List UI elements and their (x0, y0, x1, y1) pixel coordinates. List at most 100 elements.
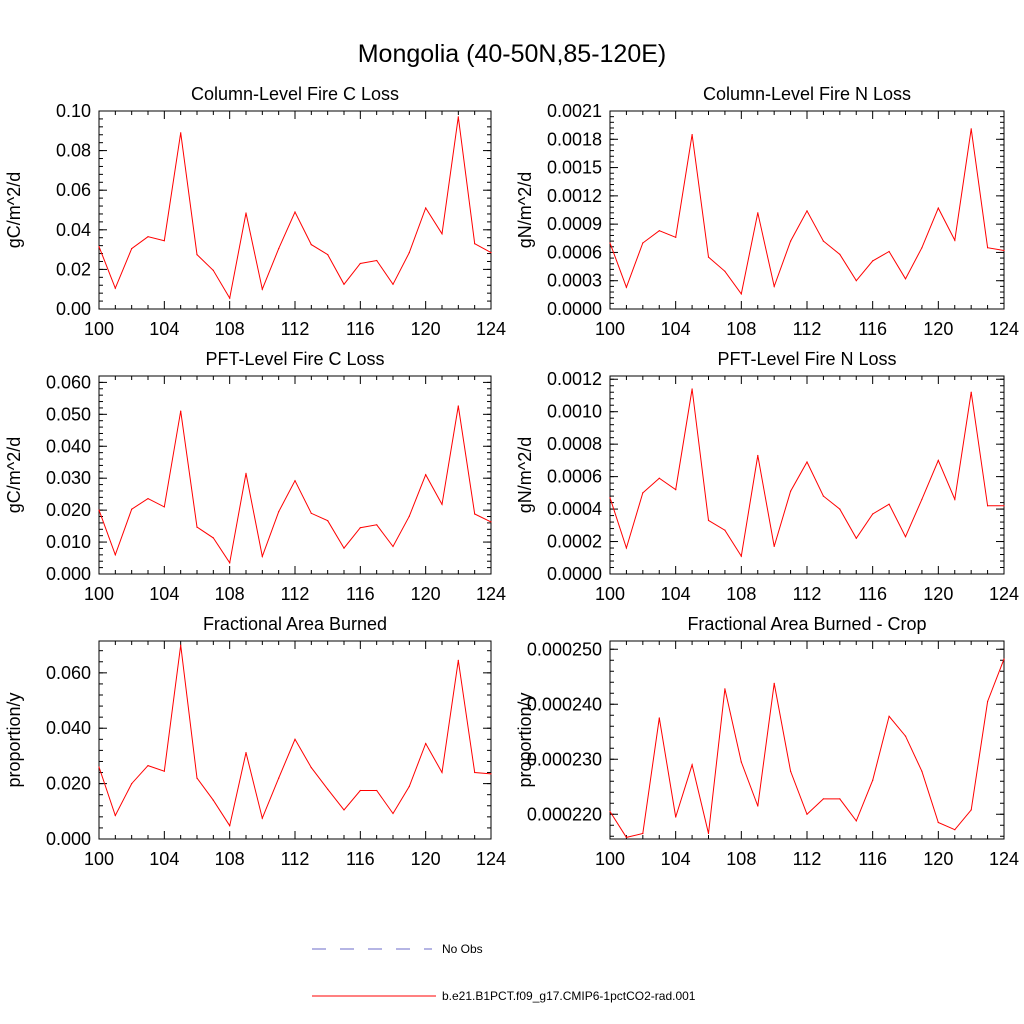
x-tick-label: 116 (858, 849, 887, 869)
data-point (970, 809, 972, 811)
y-tick-label: 0.04 (56, 220, 91, 240)
data-point (937, 459, 939, 461)
x-tick-label: 124 (476, 319, 506, 339)
x-tick-label: 124 (989, 849, 1019, 869)
data-point (921, 498, 923, 500)
data-point (822, 798, 825, 800)
x-tick-label: 104 (149, 584, 179, 604)
data-point (872, 779, 874, 781)
y-tick-label: 0.000250 (527, 639, 602, 659)
data-point (245, 752, 247, 754)
legend-model-label: b.e21.B1PCT.f09_g17.CMIP6-1pctCO2-rad.00… (442, 989, 696, 1003)
x-tick-label: 116 (346, 584, 375, 604)
data-point (474, 771, 476, 774)
series-line (98, 405, 492, 565)
data-point (114, 814, 116, 817)
data-point (1003, 249, 1005, 252)
y-axis-label: gC/m^2/d (4, 172, 24, 248)
data-point (376, 259, 378, 262)
data-point (675, 816, 677, 818)
data-point (921, 770, 923, 772)
data-point (642, 492, 644, 494)
data-point (196, 254, 198, 256)
data-point (114, 554, 116, 556)
x-tick-label: 104 (661, 849, 691, 869)
data-point (294, 480, 296, 482)
x-tick-label: 100 (84, 584, 114, 604)
data-point (839, 253, 841, 255)
data-point (327, 520, 329, 522)
data-point (625, 547, 628, 549)
x-tick-label: 108 (215, 584, 245, 604)
y-tick-label: 0.050 (46, 404, 91, 424)
y-tick-label: 0.00 (56, 299, 91, 319)
data-point (954, 829, 956, 831)
data-point (904, 735, 907, 737)
x-tick-label: 108 (215, 849, 245, 869)
data-point (757, 805, 759, 807)
data-point (609, 810, 611, 813)
data-point (327, 254, 329, 256)
data-point (359, 789, 361, 792)
y-tick-label: 0.0006 (547, 242, 602, 262)
data-point (724, 529, 726, 531)
data-point (675, 489, 677, 491)
panel-title: Fractional Area Burned - Crop (687, 614, 926, 634)
data-point (343, 809, 345, 811)
y-tick-label: 0.0006 (547, 467, 602, 487)
data-point (441, 233, 443, 235)
data-point (757, 212, 759, 214)
x-tick-label: 112 (793, 849, 822, 869)
chart-panel-5: Fractional Area Burned proportion/y 100 104… (4, 614, 506, 869)
y-tick-label: 0.08 (56, 141, 91, 161)
plot-frame (609, 640, 1005, 840)
data-point (98, 246, 100, 248)
data-point (343, 547, 345, 549)
x-tick-label: 124 (989, 319, 1019, 339)
data-point (359, 262, 361, 265)
data-point (490, 521, 492, 523)
x-tick-label: 124 (476, 849, 506, 869)
data-point (642, 242, 644, 244)
x-tick-label: 120 (923, 319, 953, 339)
data-point (954, 239, 956, 241)
data-point (691, 764, 693, 766)
y-tick-label: 0.02 (56, 259, 91, 279)
data-point (212, 269, 214, 271)
data-point (724, 688, 726, 690)
y-axis-label: proportion/y (515, 692, 535, 787)
data-point (740, 555, 742, 557)
y-tick-label: 0.000220 (527, 804, 602, 824)
x-tick-label: 116 (346, 849, 375, 869)
y-tick-label: 0.0008 (547, 434, 602, 454)
y-tick-label: 0.030 (46, 468, 91, 488)
data-point (609, 242, 611, 244)
x-tick-label: 104 (661, 319, 691, 339)
data-point (294, 211, 296, 213)
data-point (757, 454, 759, 457)
data-point (707, 256, 710, 258)
data-point (457, 116, 459, 118)
x-tick-label: 120 (923, 584, 953, 604)
data-point (147, 765, 149, 767)
legend-no-obs-label: No Obs (442, 942, 483, 956)
data-point (147, 498, 149, 500)
x-tick-label: 120 (411, 319, 441, 339)
legend: No Obs b.e21.B1PCT.f09_g17.CMIP6-1pctCO2… (312, 942, 696, 1003)
data-point (147, 236, 149, 238)
series-line (609, 658, 1005, 838)
data-point (658, 477, 660, 479)
data-point (278, 511, 280, 513)
data-point (937, 821, 939, 824)
data-point (658, 230, 660, 232)
chart-panel-4: PFT-Level Fire N Loss gN/m^2/d 100 104 108 11… (515, 349, 1019, 604)
x-tick-label: 108 (215, 319, 245, 339)
data-point (904, 278, 907, 280)
data-point (490, 252, 492, 254)
data-point (261, 288, 263, 290)
chart-panel-6: Fractional Area Burned - Crop proportion/… (515, 614, 1019, 869)
x-tick-label: 108 (726, 319, 756, 339)
y-axis-label: gC/m^2/d (4, 437, 24, 513)
data-point (724, 270, 726, 272)
data-point (921, 247, 923, 249)
